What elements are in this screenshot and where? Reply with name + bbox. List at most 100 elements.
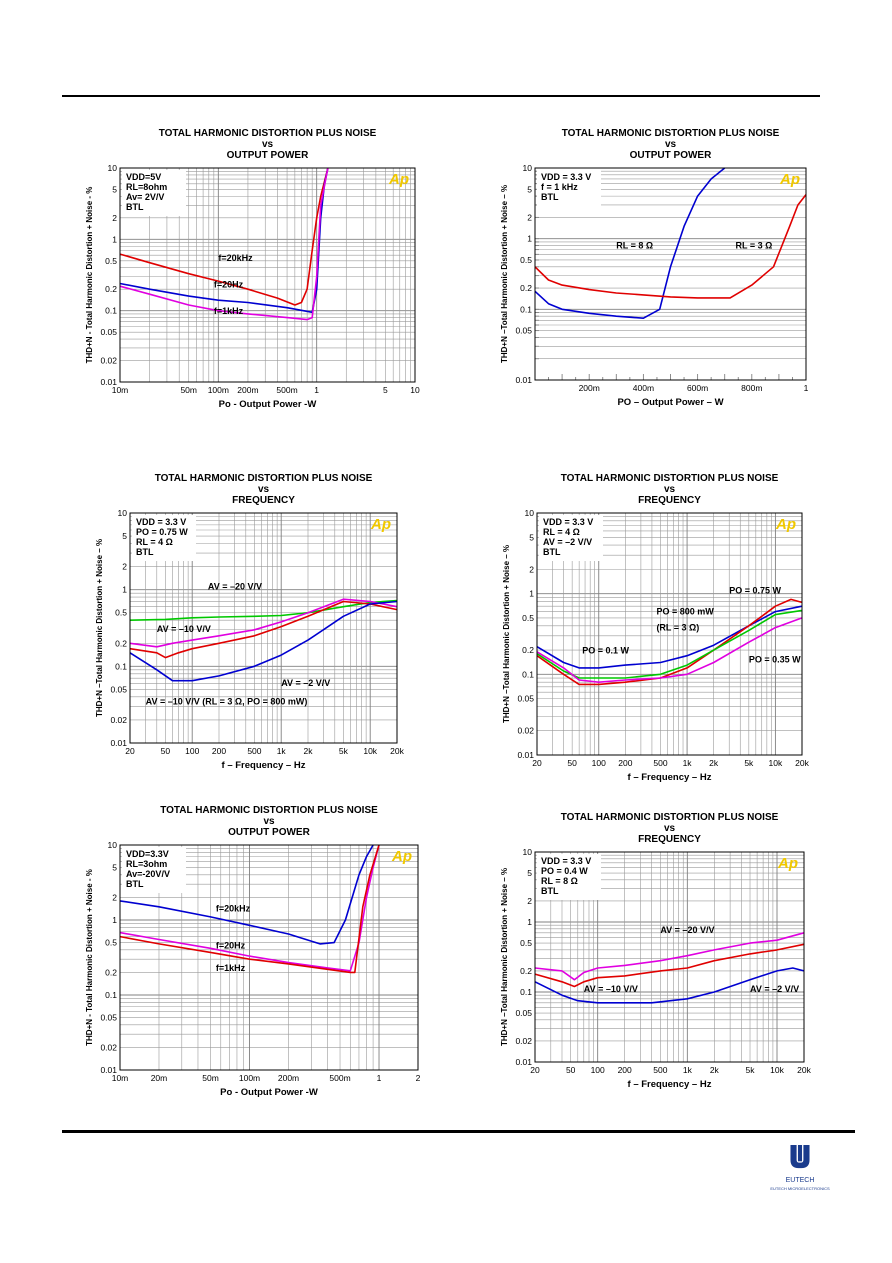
chart-svg: TOTAL HARMONIC DISTORTION PLUS NOISEvsOU…: [500, 128, 809, 408]
x-tick-label: 50: [566, 1065, 576, 1075]
curve-label: f=20kHz: [218, 253, 253, 263]
plot-frame: [119, 844, 419, 1071]
x-tick-label: 10m: [112, 1073, 129, 1083]
y-tick-label: 0.01: [517, 750, 534, 760]
conditions-box: [537, 854, 601, 900]
y-tick-label: 0.02: [100, 356, 117, 366]
chart-title-line: TOTAL HARMONIC DISTORTION PLUS NOISE: [160, 805, 378, 816]
condition-text: PO = 0.4 W: [541, 866, 588, 876]
condition-text: BTL: [543, 547, 561, 557]
series-line: [119, 844, 380, 972]
condition-text: Av= 2V/V: [126, 192, 164, 202]
x-tick-label: 100: [185, 746, 199, 756]
y-tick-label: 5: [122, 531, 127, 541]
condition-text: BTL: [126, 202, 144, 212]
y-tick-label: 0.5: [105, 938, 117, 948]
x-tick-label: 10k: [770, 1065, 784, 1075]
y-tick-label: 1: [122, 585, 127, 595]
chart-title-line: vs: [664, 823, 676, 834]
y-tick-label: 0.2: [105, 284, 117, 294]
x-tick-label: 2k: [304, 746, 314, 756]
y-tick-label: 0.5: [520, 938, 532, 948]
y-tick-label: 0.1: [105, 306, 117, 316]
x-tick-label: 200m: [237, 385, 258, 395]
chart-title-line: vs: [664, 484, 676, 495]
ap-logo-icon: Ap: [370, 516, 391, 533]
y-tick-label: 0.5: [520, 255, 532, 265]
curve-label: f=1kHz: [214, 306, 244, 316]
plot-frame: [536, 512, 803, 756]
x-tick-label: 100m: [208, 385, 229, 395]
series-line: [119, 844, 380, 974]
y-tick-label: 0.2: [522, 645, 534, 655]
y-tick-label: 0.01: [110, 738, 127, 748]
y-tick-label: 0.02: [515, 1036, 532, 1046]
x-tick-label: 20: [530, 1065, 540, 1075]
y-tick-label: 2: [527, 896, 532, 906]
x-tick-label: 200: [618, 758, 632, 768]
y-tick-label: 0.05: [517, 694, 534, 704]
series-line: [534, 167, 726, 319]
y-axis-label: THD+N - Total Harmonic Distortion + Nois…: [85, 869, 94, 1046]
curve-label: (RL = 3 Ω): [656, 622, 699, 632]
x-tick-label: 800m: [741, 383, 762, 393]
chart-svg: TOTAL HARMONIC DISTORTION PLUS NOISEvsFR…: [500, 812, 812, 1090]
y-tick-label: 10: [523, 163, 533, 173]
x-tick-label: 20: [125, 746, 135, 756]
y-tick-label: 10: [108, 840, 118, 850]
curve-label: AV = –2 V/V: [281, 678, 330, 688]
x-tick-label: 2: [416, 1073, 421, 1083]
series-line: [536, 605, 803, 669]
condition-text: Av=-20V/V: [126, 869, 170, 879]
x-tick-label: 500m: [329, 1073, 350, 1083]
y-tick-label: 0.01: [100, 377, 117, 387]
y-tick-label: 0.1: [522, 669, 534, 679]
x-tick-label: 100: [592, 758, 606, 768]
x-tick-label: 20m: [151, 1073, 168, 1083]
condition-text: VDD = 3.3 V: [136, 517, 186, 527]
series-line: [119, 167, 329, 321]
plot-grid: [119, 167, 416, 383]
header-rule: [62, 95, 820, 97]
curve-label: PO = 0.1 W: [582, 646, 629, 656]
curve-label: f=20Hz: [214, 280, 244, 290]
conditions-box: [539, 515, 603, 561]
conditions-box: [537, 170, 601, 206]
y-tick-label: 0.2: [105, 967, 117, 977]
chart-svg: TOTAL HARMONIC DISTORTION PLUS NOISEvsFR…: [95, 473, 405, 771]
x-tick-label: 100: [591, 1065, 605, 1075]
condition-text: VDD=3.3V: [126, 849, 169, 859]
curve-label: f=20kHz: [216, 903, 251, 913]
x-tick-label: 100m: [239, 1073, 260, 1083]
y-tick-label: 5: [112, 863, 117, 873]
x-tick-label: 500: [653, 758, 667, 768]
y-tick-label: 2: [112, 213, 117, 223]
series-line: [129, 600, 398, 659]
chart-svg: TOTAL HARMONIC DISTORTION PLUS NOISEvsOU…: [85, 805, 421, 1098]
y-tick-label: 0.1: [520, 304, 532, 314]
condition-text: VDD = 3.3 V: [541, 172, 591, 182]
x-tick-label: 10: [410, 385, 420, 395]
curve-label: AV = –2 V/V: [750, 984, 799, 994]
footer-tagline: EUTECH MICROELECTRONICS: [770, 1186, 830, 1191]
condition-text: BTL: [541, 192, 559, 202]
series-line: [534, 932, 805, 981]
x-axis-label: f – Frequency – Hz: [628, 1079, 712, 1090]
curve-label: RL = 3 Ω: [736, 241, 773, 251]
y-tick-label: 0.1: [520, 987, 532, 997]
y-tick-label: 10: [118, 508, 128, 518]
chart-title-line: vs: [665, 139, 677, 150]
x-tick-label: 5k: [746, 1065, 756, 1075]
logo-left-bar: [790, 1145, 800, 1169]
chart-thd-vs-frequency-8ohm: TOTAL HARMONIC DISTORTION PLUS NOISE vs FR…: [490, 805, 820, 1105]
x-tick-label: 5: [383, 385, 388, 395]
chart-title-line: TOTAL HARMONIC DISTORTION PLUS NOISE: [562, 128, 780, 139]
ap-logo-icon: Ap: [388, 171, 409, 188]
x-tick-label: 10k: [363, 746, 377, 756]
y-tick-label: 10: [525, 508, 535, 518]
y-tick-label: 0.05: [100, 1013, 117, 1023]
chart-thd-vs-frequency-av: TOTAL HARMONIC DISTORTION PLUS NOISE vs FR…: [88, 468, 408, 771]
curve-label: f=20Hz: [216, 940, 246, 950]
y-axis-label: THD+N –Total Harmonic Distortion + Noise…: [500, 868, 509, 1046]
logo-right-bar: [800, 1145, 810, 1169]
